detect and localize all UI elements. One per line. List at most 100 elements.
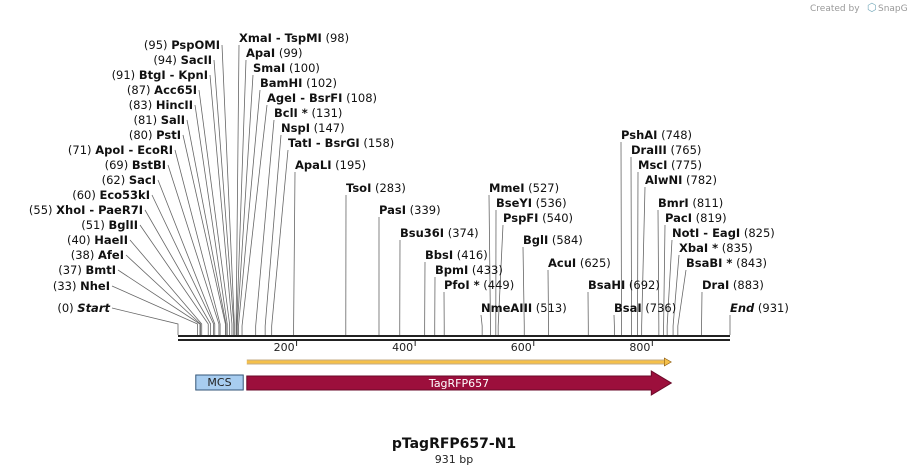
site-bsabi[interactable]: BsaBI * (843) <box>686 256 767 270</box>
site-label-drai[interactable]: DraI (883) <box>702 278 764 292</box>
site-smai[interactable]: SmaI (100) <box>253 61 320 75</box>
site-haeii[interactable]: (40) HaeII <box>67 233 128 247</box>
site-noti-eagi[interactable]: NotI - EagI (825) <box>672 226 775 240</box>
site-msci[interactable]: MscI (775) <box>638 158 702 172</box>
site-label-start[interactable]: (0) Start <box>57 301 110 315</box>
site-mmei[interactable]: MmeI (527) <box>489 181 559 195</box>
site-label-pasi[interactable]: PasI (339) <box>379 203 441 217</box>
site-label-bsabi[interactable]: BsaBI * (843) <box>686 256 767 270</box>
site-label-bamhi[interactable]: BamHI (102) <box>260 76 337 90</box>
site-label-nhei[interactable]: (33) NheI <box>53 279 110 293</box>
site-sali[interactable]: (81) SalI <box>133 113 185 127</box>
site-label-sacii[interactable]: (94) SacII <box>153 53 212 67</box>
site-label-pspomi[interactable]: (95) PspOMI <box>144 38 220 52</box>
site-label-xhoi-paer7i[interactable]: (55) XhoI - PaeR7I <box>29 203 143 217</box>
site-pfoi[interactable]: PfoI * (449) <box>444 278 514 292</box>
site-bamhi[interactable]: BamHI (102) <box>260 76 337 90</box>
site-acc65i[interactable]: (87) Acc65I <box>127 83 197 97</box>
site-label-acc65i[interactable]: (87) Acc65I <box>127 83 197 97</box>
feature-mcs[interactable]: MCS <box>195 374 244 391</box>
site-agei-bsrfi[interactable]: AgeI - BsrFI (108) <box>267 91 377 105</box>
site-start[interactable]: (0) Start <box>57 301 110 315</box>
site-label-apai[interactable]: ApaI (99) <box>246 46 302 60</box>
site-label-bsu36i[interactable]: Bsu36I (374) <box>400 226 479 240</box>
site-label-btgi-kpni[interactable]: (91) BtgI - KpnI <box>112 68 208 82</box>
site-label-bmti[interactable]: (37) BmtI <box>58 263 116 277</box>
site-label-afei[interactable]: (38) AfeI <box>71 248 124 262</box>
site-label-acui[interactable]: AcuI (625) <box>548 256 611 270</box>
site-apai[interactable]: ApaI (99) <box>246 46 302 60</box>
site-nmeaiii[interactable]: NmeAIII (513) <box>481 301 567 315</box>
site-pshai[interactable]: PshAI (748) <box>621 128 692 142</box>
site-label-nspi[interactable]: NspI (147) <box>281 121 345 135</box>
site-label-msci[interactable]: MscI (775) <box>638 158 702 172</box>
site-label-bmri[interactable]: BmrI (811) <box>658 196 723 210</box>
site-label-noti-eagi[interactable]: NotI - EagI (825) <box>672 226 775 240</box>
site-apoi-ecori[interactable]: (71) ApoI - EcoRI <box>68 143 173 157</box>
site-tsoi[interactable]: TsoI (283) <box>346 181 406 195</box>
site-label-bstbi[interactable]: (69) BstBI <box>105 158 166 172</box>
site-label-alwni[interactable]: AlwNI (782) <box>645 173 717 187</box>
site-saci[interactable]: (62) SacI <box>102 173 156 187</box>
site-bstbi[interactable]: (69) BstBI <box>105 158 166 172</box>
site-label-sali[interactable]: (81) SalI <box>133 113 185 127</box>
site-label-agei-bsrfi[interactable]: AgeI - BsrFI (108) <box>267 91 377 105</box>
site-label-bglii[interactable]: (51) BglII <box>81 218 138 232</box>
site-alwni[interactable]: AlwNI (782) <box>645 173 717 187</box>
site-label-xmai-tspmi[interactable]: XmaI - TspMI (98) <box>239 31 349 45</box>
site-label-pshai[interactable]: PshAI (748) <box>621 128 692 142</box>
site-hincii[interactable]: (83) HincII <box>129 98 193 112</box>
site-paci[interactable]: PacI (819) <box>665 211 727 225</box>
site-afei[interactable]: (38) AfeI <box>71 248 124 262</box>
site-bmti[interactable]: (37) BmtI <box>58 263 116 277</box>
site-bcli[interactable]: BclI * (131) <box>274 106 342 120</box>
site-label-end[interactable]: End (931) <box>730 301 789 315</box>
site-label-xbai[interactable]: XbaI * (835) <box>679 241 753 255</box>
site-bsu36i[interactable]: Bsu36I (374) <box>400 226 479 240</box>
site-label-draiii[interactable]: DraIII (765) <box>631 143 701 157</box>
site-pasi[interactable]: PasI (339) <box>379 203 441 217</box>
site-psti[interactable]: (80) PstI <box>129 128 181 142</box>
site-bgli[interactable]: BglI (584) <box>523 233 583 247</box>
site-label-bgli[interactable]: BglI (584) <box>523 233 583 247</box>
site-bglii[interactable]: (51) BglII <box>81 218 138 232</box>
site-label-psti[interactable]: (80) PstI <box>129 128 181 142</box>
site-nspi[interactable]: NspI (147) <box>281 121 345 135</box>
site-bpmi[interactable]: BpmI (433) <box>435 263 503 277</box>
site-xmai-tspmi[interactable]: XmaI - TspMI (98) <box>239 31 349 45</box>
site-label-mmei[interactable]: MmeI (527) <box>489 181 559 195</box>
site-sacii[interactable]: (94) SacII <box>153 53 212 67</box>
site-xbai[interactable]: XbaI * (835) <box>679 241 753 255</box>
site-label-bsahi[interactable]: BsaHI (692) <box>588 278 660 292</box>
site-label-bpmi[interactable]: BpmI (433) <box>435 263 503 277</box>
site-tati-bsrgi[interactable]: TatI - BsrGI (158) <box>288 136 394 150</box>
site-bmri[interactable]: BmrI (811) <box>658 196 723 210</box>
site-label-paci[interactable]: PacI (819) <box>665 211 727 225</box>
site-label-hincii[interactable]: (83) HincII <box>129 98 193 112</box>
site-bsahi[interactable]: BsaHI (692) <box>588 278 660 292</box>
site-nhei[interactable]: (33) NheI <box>53 279 110 293</box>
site-label-bsai[interactable]: BsaI (736) <box>614 301 676 315</box>
site-btgi-kpni[interactable]: (91) BtgI - KpnI <box>112 68 208 82</box>
site-drai[interactable]: DraI (883) <box>702 278 764 292</box>
site-label-pspfi[interactable]: PspFI (540) <box>503 211 573 225</box>
site-bseyi[interactable]: BseYI (536) <box>496 196 567 210</box>
site-acui[interactable]: AcuI (625) <box>548 256 611 270</box>
site-label-eco53ki[interactable]: (60) Eco53kI <box>72 188 150 202</box>
site-label-tati-bsrgi[interactable]: TatI - BsrGI (158) <box>288 136 394 150</box>
site-label-smai[interactable]: SmaI (100) <box>253 61 320 75</box>
feature-orf[interactable] <box>246 357 672 367</box>
site-apali[interactable]: ApaLI (195) <box>295 158 366 172</box>
site-xhoi-paer7i[interactable]: (55) XhoI - PaeR7I <box>29 203 143 217</box>
site-label-tsoi[interactable]: TsoI (283) <box>346 181 406 195</box>
site-label-bbsi[interactable]: BbsI (416) <box>425 248 488 262</box>
site-label-bseyi[interactable]: BseYI (536) <box>496 196 567 210</box>
site-label-saci[interactable]: (62) SacI <box>102 173 156 187</box>
site-draiii[interactable]: DraIII (765) <box>631 143 701 157</box>
site-bsai[interactable]: BsaI (736) <box>614 301 676 315</box>
site-label-apoi-ecori[interactable]: (71) ApoI - EcoRI <box>68 143 173 157</box>
feature-label-tagrfp657[interactable]: TagRFP657 <box>428 377 489 390</box>
site-end[interactable]: End (931) <box>730 301 789 315</box>
site-bbsi[interactable]: BbsI (416) <box>425 248 488 262</box>
site-pspfi[interactable]: PspFI (540) <box>503 211 573 225</box>
